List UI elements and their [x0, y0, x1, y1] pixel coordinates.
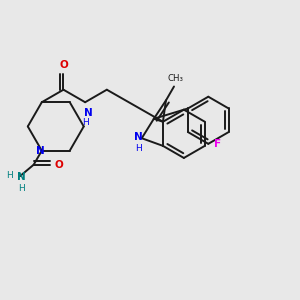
Text: H: H	[135, 144, 142, 153]
Text: N: N	[17, 172, 26, 182]
Text: H: H	[18, 184, 25, 193]
Text: F: F	[214, 139, 221, 149]
Text: N: N	[134, 132, 142, 142]
Text: N: N	[36, 146, 45, 156]
Text: CH₃: CH₃	[167, 74, 184, 83]
Text: H: H	[7, 171, 13, 180]
Text: O: O	[59, 60, 68, 70]
Text: O: O	[54, 160, 63, 170]
Text: N: N	[84, 107, 93, 118]
Text: H: H	[82, 118, 88, 127]
